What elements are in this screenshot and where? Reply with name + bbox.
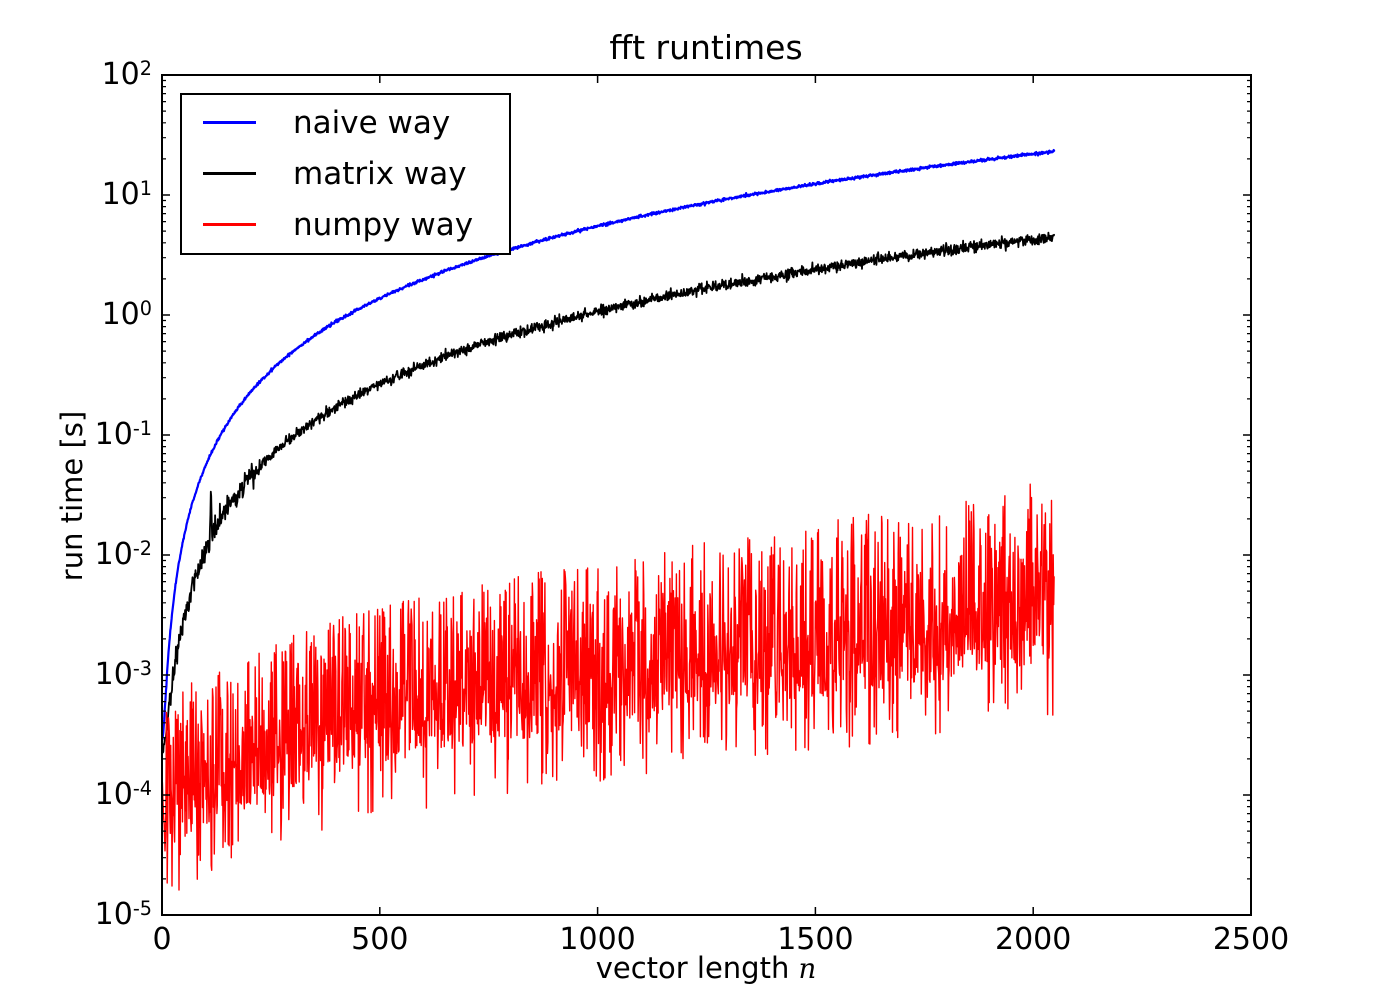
series-group (161, 148, 1056, 891)
y-tick-label: 100 (101, 296, 152, 332)
series-line-naive-way (161, 148, 1056, 741)
legend-line-swatch (203, 121, 256, 124)
y-tick-label: 10-4 (94, 776, 152, 812)
x-tick-label: 2500 (1212, 922, 1290, 957)
x-tick-label: 0 (152, 922, 172, 957)
x-tick-label: 2000 (995, 922, 1072, 957)
minor-ticks (162, 79, 1251, 880)
x-axis-label-variable: n (798, 953, 817, 985)
y-tick-label: 10-1 (94, 416, 152, 452)
legend-line-swatch (203, 172, 256, 175)
y-tick-label: 102 (101, 56, 152, 92)
x-axis-label-text: vector length (595, 951, 799, 985)
chart-title: fft runtimes (609, 28, 803, 67)
x-tick-label: 500 (351, 922, 409, 957)
x-tick-label: 1500 (777, 922, 854, 957)
legend-line-swatch (203, 223, 256, 226)
y-tick-label: 10-2 (94, 536, 152, 572)
y-tick-label: 10-5 (94, 896, 152, 932)
y-tick-label: 10-3 (94, 656, 152, 692)
legend-item-numpy-way: numpy way (182, 199, 509, 250)
plot-border (161, 74, 1252, 916)
legend: naive way matrix way numpy way (180, 93, 511, 255)
x-axis-label: vector length n (596, 951, 817, 985)
y-axis-label: run time [s] (55, 410, 89, 582)
series-line-numpy-way (161, 483, 1055, 891)
y-tick-label: 101 (101, 176, 152, 212)
legend-item-naive-way: naive way (182, 97, 509, 148)
legend-label: naive way (293, 104, 451, 141)
legend-label: matrix way (293, 155, 467, 192)
legend-item-matrix-way: matrix way (182, 148, 509, 199)
x-tick-label: 1000 (559, 922, 636, 957)
series-line-matrix-way (161, 231, 1055, 754)
legend-label: numpy way (293, 206, 474, 243)
